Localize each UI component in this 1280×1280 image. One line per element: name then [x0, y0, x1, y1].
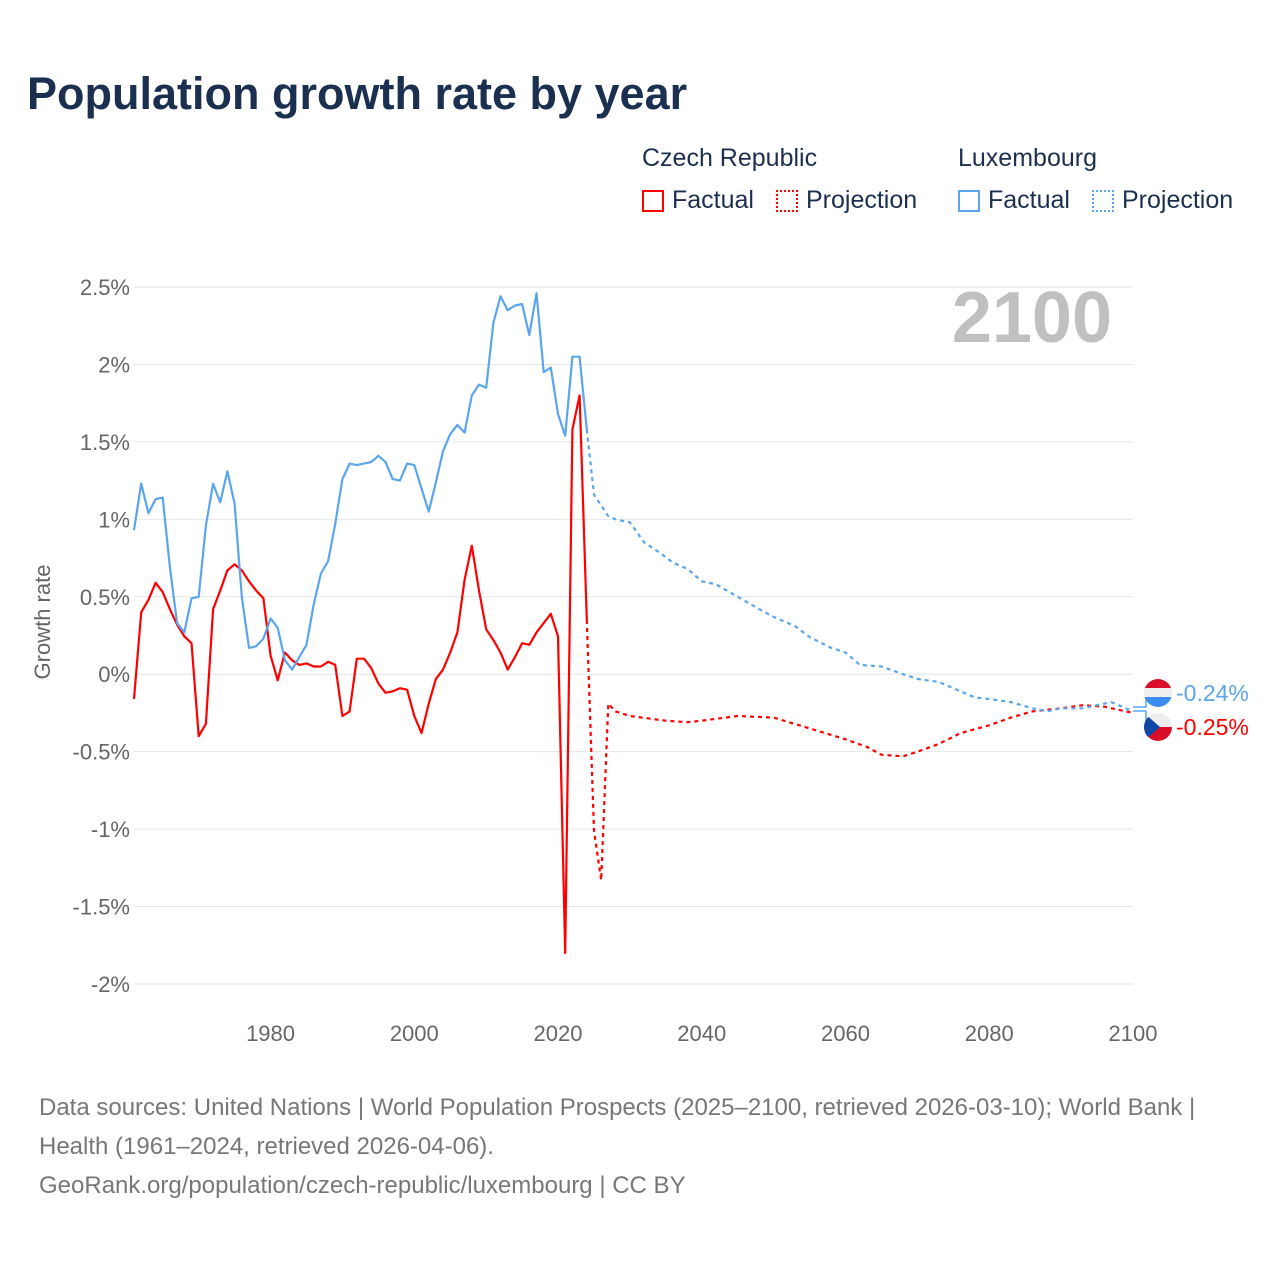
y-tick-label: 2%	[98, 352, 130, 377]
legend-label: Projection	[806, 186, 918, 214]
data-sources: Data sources: United Nations | World Pop…	[39, 1094, 1196, 1160]
y-tick-label: -1.5%	[73, 895, 130, 920]
end-label-czech: -0.25%	[1176, 714, 1249, 740]
x-tick-label: 2060	[821, 1021, 870, 1046]
x-tick-label: 2020	[534, 1021, 583, 1046]
y-tick-label: -1%	[91, 817, 130, 842]
legend-label: Factual	[672, 186, 754, 214]
y-axis-label: Growth rate	[30, 565, 55, 680]
source-link[interactable]: GeoRank.org/population/czech-republic/lu…	[39, 1172, 686, 1199]
y-tick-label: 0.5%	[80, 585, 130, 610]
legend-lux-projection[interactable]: Projection	[1092, 186, 1233, 215]
y-tick-label: 0%	[98, 662, 130, 687]
y-tick-label: -2%	[91, 972, 130, 997]
legend-czech-projection[interactable]: Projection	[776, 186, 917, 215]
year-label: 2100	[952, 278, 1112, 358]
czech-flag-icon	[1144, 713, 1172, 741]
series-line-czech-republic-projection	[585, 619, 1134, 882]
chart-title: Population growth rate by year	[27, 68, 688, 119]
legend-swatch	[958, 189, 980, 212]
legend-czech-factual[interactable]: Factual	[642, 186, 754, 215]
end-label-luxembourg: -0.24%	[1176, 680, 1249, 706]
x-tick-label: 2080	[965, 1021, 1014, 1046]
x-tick-label: 2100	[1109, 1021, 1158, 1046]
legend-label: Projection	[1122, 186, 1234, 214]
legend-swatch	[1092, 189, 1114, 212]
legend-lux-factual[interactable]: Factual	[958, 186, 1070, 215]
x-tick-label: 2040	[677, 1021, 726, 1046]
legend-swatch	[776, 189, 798, 212]
series-line-luxembourg-projection	[585, 429, 1134, 713]
y-tick-label: 1%	[98, 507, 130, 532]
luxembourg-flag-icon	[1144, 679, 1172, 707]
x-tick-label: 1980	[246, 1021, 295, 1046]
y-tick-label: 1.5%	[80, 430, 130, 455]
y-tick-label: 2.5%	[80, 275, 130, 300]
legend-czech-header: Czech Republic	[642, 144, 818, 172]
series-line-czech-republic-factual	[132, 394, 588, 955]
x-tick-label: 2000	[390, 1021, 439, 1046]
footer: Data sources: United Nations | World Pop…	[39, 1088, 1239, 1205]
series-line-luxembourg-factual	[132, 292, 588, 671]
legend-label: Factual	[988, 186, 1070, 214]
legend-swatch	[642, 189, 664, 212]
legend-lux-header: Luxembourg	[958, 144, 1097, 172]
y-tick-label: -0.5%	[73, 740, 130, 765]
